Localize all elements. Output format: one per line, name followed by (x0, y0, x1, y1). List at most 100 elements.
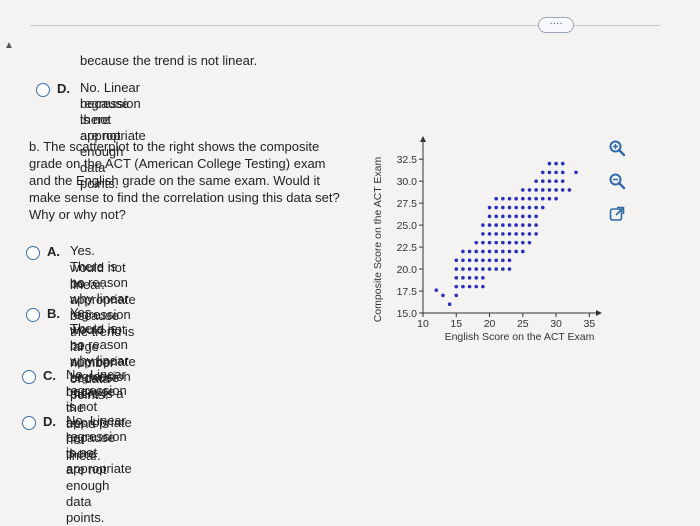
data-point (574, 170, 578, 175)
data-point (540, 170, 545, 175)
data-point (474, 258, 479, 263)
y-tick-label: 30.0 (397, 176, 418, 188)
data-point (474, 276, 479, 280)
option-b-letter: B. (47, 306, 60, 321)
data-point (487, 249, 492, 254)
data-point (474, 284, 479, 289)
data-point (527, 196, 532, 201)
data-point (494, 249, 498, 254)
data-point (434, 288, 439, 292)
data-point (514, 214, 518, 219)
data-point (521, 196, 525, 201)
data-point (547, 196, 552, 201)
option-d-letter: D. (43, 414, 56, 429)
y-tick-label: 22.5 (397, 242, 418, 254)
popout-icon[interactable] (606, 203, 628, 225)
data-point (560, 170, 565, 175)
data-point (461, 267, 465, 271)
data-point (521, 223, 525, 227)
data-point (507, 196, 512, 201)
more-button[interactable]: ···· (538, 17, 574, 33)
data-point (461, 249, 465, 254)
data-point (514, 249, 518, 254)
data-point (467, 284, 472, 289)
prev-option-c-tail: because the trend is not linear. (80, 53, 258, 68)
x-tick-label: 20 (484, 318, 496, 330)
x-tick-label: 25 (517, 318, 529, 330)
option-c-letter: C. (43, 368, 56, 383)
section-divider (30, 25, 660, 26)
data-point (540, 196, 545, 201)
data-point (467, 249, 472, 254)
option-a-radio[interactable] (26, 246, 40, 260)
data-point (481, 249, 485, 254)
data-point (527, 240, 532, 245)
y-axis-label: Composite Score on the ACT Exam (372, 156, 384, 322)
data-point (567, 188, 572, 192)
data-point (474, 240, 479, 245)
data-point (454, 258, 459, 263)
prev-option-d-radio[interactable] (36, 83, 50, 97)
data-point (501, 267, 505, 271)
data-point (494, 232, 498, 236)
option-d-radio[interactable] (22, 416, 36, 430)
data-point (474, 267, 479, 271)
data-point (514, 196, 518, 201)
data-point (540, 188, 545, 192)
data-point (501, 214, 505, 219)
option-b-line: would not be appropriate because there i… (70, 322, 136, 401)
x-tick-label: 30 (550, 318, 562, 330)
option-c-line: because the trend is not linear. (66, 384, 116, 463)
data-point (467, 258, 472, 263)
data-point (540, 179, 545, 183)
data-point (487, 205, 492, 210)
data-point (501, 258, 505, 263)
scatterplot: 15.0 17.5 20.0 22.5 25.0 27.5 30.0 32.5 10 15 20 25… (372, 136, 602, 343)
option-b-line: Yes. There is no reason why linear regre… (70, 305, 131, 384)
question-b-line: make sense to find the correlation using… (29, 190, 340, 205)
collapse-arrow-icon[interactable]: ▲ (4, 40, 14, 51)
data-point (481, 284, 485, 289)
data-point (461, 276, 465, 280)
data-point (481, 223, 485, 227)
data-point (501, 240, 505, 245)
question-b-line: and the English grade on the same exam. … (29, 173, 320, 188)
data-point (481, 276, 485, 280)
y-tick-label: 27.5 (397, 198, 418, 210)
data-point (501, 249, 505, 254)
data-point (467, 267, 472, 271)
data-point (547, 188, 552, 192)
data-point (514, 223, 518, 227)
data-point (534, 205, 538, 210)
question-b-line: Why or why not? (29, 207, 126, 222)
option-a-letter: A. (47, 244, 60, 259)
question-b-line: grade on the ACT (American College Testi… (29, 156, 326, 171)
zoom-out-icon[interactable] (606, 170, 628, 192)
data-point (481, 232, 485, 236)
data-point (487, 232, 492, 236)
data-point (521, 188, 525, 192)
option-c-radio[interactable] (22, 370, 36, 384)
data-point (487, 223, 492, 227)
data-point (447, 302, 452, 307)
data-point (481, 258, 485, 263)
data-point (501, 205, 505, 210)
data-point (521, 232, 525, 236)
data-point (494, 267, 498, 271)
y-tick-label: 15.0 (397, 308, 418, 320)
data-point (487, 267, 492, 271)
x-axis-arrow (596, 310, 602, 316)
data-point (534, 223, 538, 227)
zoom-in-icon[interactable] (606, 137, 628, 159)
option-b-line: large number of data points. (70, 339, 115, 402)
data-point (454, 293, 459, 298)
data-point (527, 232, 532, 236)
y-tick-label: 20.0 (397, 264, 418, 276)
option-b-radio[interactable] (26, 308, 40, 322)
data-point (514, 232, 518, 236)
data-point (487, 214, 492, 219)
data-point (554, 196, 558, 201)
data-point (527, 214, 532, 219)
data-point (534, 232, 538, 236)
data-point (494, 196, 498, 201)
